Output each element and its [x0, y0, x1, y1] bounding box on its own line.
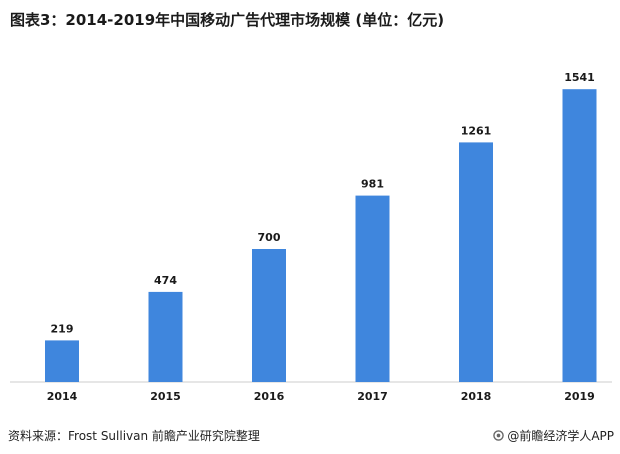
x-tick-label-2014: 2014: [47, 390, 78, 403]
bar-2016: [252, 249, 286, 382]
bar-2017: [355, 195, 390, 382]
source-note: 资料来源：Frost Sullivan 前瞻产业研究院整理: [8, 429, 260, 443]
x-tick-label-2016: 2016: [254, 390, 285, 403]
brand-credit: @前瞻经济学人APP: [493, 427, 614, 444]
bar-2014: [45, 340, 79, 382]
bar-2018: [459, 142, 493, 382]
bar-2015: [148, 291, 183, 382]
x-tick-label-2015: 2015: [150, 390, 181, 403]
bar-2019: [562, 89, 597, 382]
brand-credit-label: @前瞻经济学人APP: [507, 429, 614, 443]
value-label-2014: 219: [51, 322, 74, 335]
brand-logo-icon: [493, 430, 505, 441]
x-tick-label-2018: 2018: [461, 390, 492, 403]
x-tick-label-2017: 2017: [357, 390, 388, 403]
chart-title: 图表3：2014-2019年中国移动广告代理市场规模 (单位：亿元): [10, 11, 445, 29]
value-label-2017: 981: [361, 178, 384, 191]
value-label-2015: 474: [154, 274, 177, 287]
value-label-2019: 1541: [564, 71, 595, 84]
x-tick-label-2019: 2019: [564, 390, 595, 403]
value-label-2018: 1261: [461, 124, 492, 137]
bars-layer: 219 2014 474 2015 700 2016 981 2017 1261 2018 1541…: [45, 71, 597, 403]
value-label-2016: 700: [258, 231, 281, 244]
